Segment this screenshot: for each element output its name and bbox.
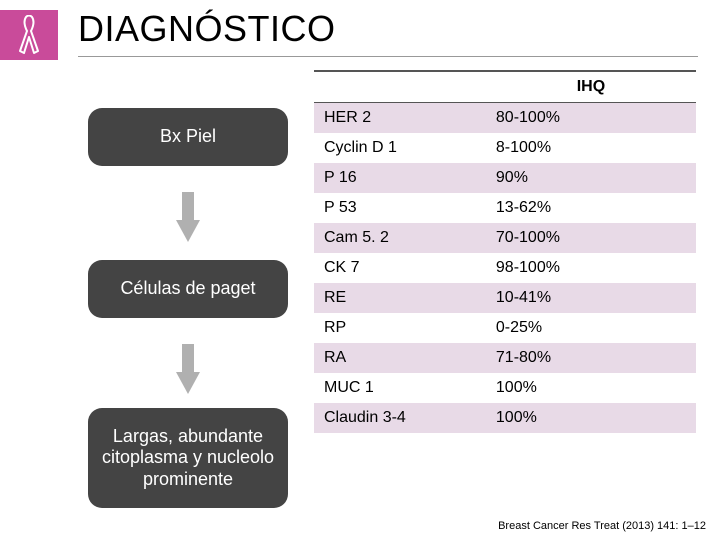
table-row: P 5313-62% <box>314 193 696 223</box>
table-header-ihq: IHQ <box>486 71 696 103</box>
table-cell-value: 100% <box>486 373 696 403</box>
table-row: RA71-80% <box>314 343 696 373</box>
table-cell-marker: RA <box>314 343 486 373</box>
title-underline <box>78 56 698 57</box>
page-title: DIAGNÓSTICO <box>78 8 336 50</box>
table-cell-value: 80-100% <box>486 103 696 134</box>
table-cell-value: 71-80% <box>486 343 696 373</box>
flow-box-label: Células de paget <box>120 278 255 300</box>
ribbon-logo-box <box>0 10 58 60</box>
table-cell-marker: Claudin 3-4 <box>314 403 486 433</box>
flow-box-largas: Largas, abundante citoplasma y nucleolo … <box>88 408 288 508</box>
table-row: Cam 5. 270-100% <box>314 223 696 253</box>
arrow-down-icon <box>176 220 200 242</box>
table-header-row: IHQ <box>314 71 696 103</box>
table-row: RP0-25% <box>314 313 696 343</box>
table-row: CK 798-100% <box>314 253 696 283</box>
ihq-table: IHQ HER 280-100% Cyclin D 18-100% P 1690… <box>314 70 696 433</box>
table-cell-value: 70-100% <box>486 223 696 253</box>
table-cell-value: 100% <box>486 403 696 433</box>
arrow-down-icon <box>176 372 200 394</box>
table-header-empty <box>314 71 486 103</box>
table-cell-value: 8-100% <box>486 133 696 163</box>
table-cell-marker: MUC 1 <box>314 373 486 403</box>
table-row: MUC 1100% <box>314 373 696 403</box>
table-cell-value: 90% <box>486 163 696 193</box>
table-cell-marker: Cyclin D 1 <box>314 133 486 163</box>
ribbon-icon <box>14 15 44 55</box>
citation-text: Breast Cancer Res Treat (2013) 141: 1–12 <box>498 520 706 532</box>
table-row: Cyclin D 18-100% <box>314 133 696 163</box>
table-row: RE10-41% <box>314 283 696 313</box>
table-row: P 1690% <box>314 163 696 193</box>
table-cell-value: 0-25% <box>486 313 696 343</box>
table-cell-marker: CK 7 <box>314 253 486 283</box>
flow-box-celulas: Células de paget <box>88 260 288 318</box>
table-cell-marker: RP <box>314 313 486 343</box>
table-row: Claudin 3-4100% <box>314 403 696 433</box>
table-cell-marker: P 16 <box>314 163 486 193</box>
flow-box-label: Bx Piel <box>160 126 216 148</box>
table-cell-value: 98-100% <box>486 253 696 283</box>
table-cell-marker: HER 2 <box>314 103 486 134</box>
flow-box-label: Largas, abundante citoplasma y nucleolo … <box>92 426 284 491</box>
table-cell-value: 13-62% <box>486 193 696 223</box>
table-cell-marker: RE <box>314 283 486 313</box>
flow-box-bx-piel: Bx Piel <box>88 108 288 166</box>
table-row: HER 280-100% <box>314 103 696 134</box>
table-cell-marker: P 53 <box>314 193 486 223</box>
table-cell-marker: Cam 5. 2 <box>314 223 486 253</box>
table-cell-value: 10-41% <box>486 283 696 313</box>
